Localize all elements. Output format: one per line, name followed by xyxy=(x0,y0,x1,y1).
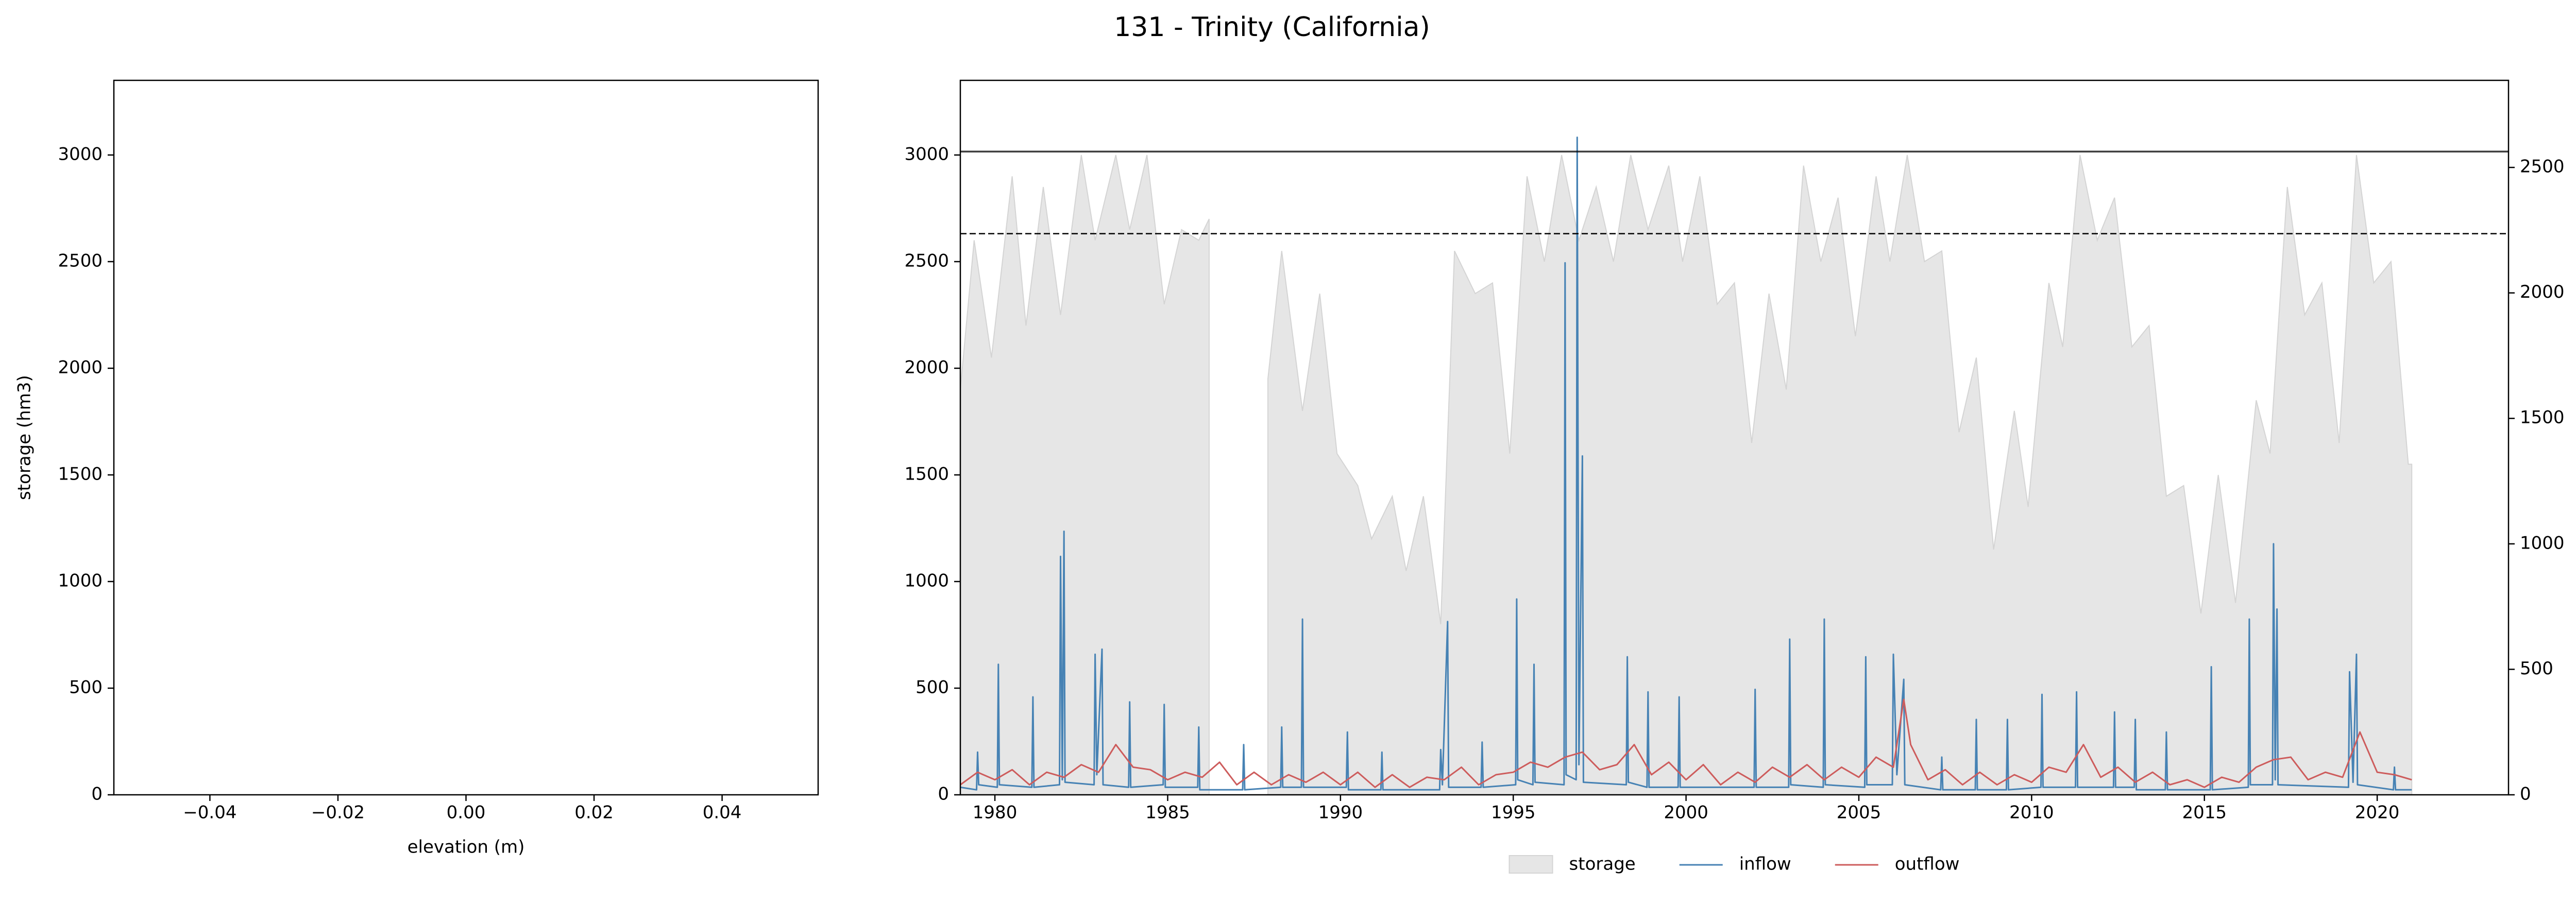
legend-swatch xyxy=(1509,855,1553,874)
series-line xyxy=(960,698,2412,788)
y-tick-label: 2500 xyxy=(904,250,949,271)
x-tick-label: 2000 xyxy=(1664,803,1708,823)
x-tick-label: 2010 xyxy=(2009,803,2054,823)
y-tick-label: 1500 xyxy=(58,464,103,484)
series-line xyxy=(960,137,2412,791)
figure-title: 131 - Trinity (California) xyxy=(1114,12,1430,43)
axes: −0.04 −0.02 0.00 0.02 0.04 0 500 1000 1500 2000 25… xyxy=(14,79,819,858)
y-tick-label: 1000 xyxy=(904,570,949,591)
y2-tick-label: 500 xyxy=(2520,658,2553,679)
y-tick-label: 0 xyxy=(938,784,949,805)
x-tick-label: 0.00 xyxy=(447,803,486,823)
x-axis-label: elevation (m) xyxy=(408,837,525,858)
y-tick-label: 2000 xyxy=(904,357,949,378)
y-tick-label: 1000 xyxy=(58,570,103,591)
axes-frame xyxy=(959,79,2510,796)
legend: storage inflow outflow xyxy=(1509,854,1960,875)
legend-label: storage xyxy=(1569,854,1636,875)
x-tick-label: 2005 xyxy=(1837,803,1882,823)
axes-frame xyxy=(113,79,819,796)
x-tick-label: 1995 xyxy=(1491,803,1536,823)
storage-area xyxy=(1267,155,2413,795)
x-tick-label: 2015 xyxy=(2182,803,2227,823)
x-tick-label: 0.02 xyxy=(574,803,614,823)
y-axis-label: storage (hm3) xyxy=(14,375,35,500)
y-tick-label: 500 xyxy=(69,677,103,697)
x-tick-label: −0.02 xyxy=(311,803,365,823)
y2-tick-label: 2000 xyxy=(2520,282,2565,302)
y-tick-label: 2000 xyxy=(58,357,103,378)
legend-label: inflow xyxy=(1739,854,1791,875)
x-tick-label: 1990 xyxy=(1318,803,1363,823)
y2-tick-label: 1000 xyxy=(2520,533,2565,553)
y-tick-label: 500 xyxy=(916,677,949,697)
x-tick-label: 1980 xyxy=(973,803,1018,823)
storage-area xyxy=(960,155,1210,795)
y-tick-label: 3000 xyxy=(904,144,949,164)
y-tick-label: 0 xyxy=(91,784,103,805)
y-tick-label: 1500 xyxy=(904,464,949,484)
axes: 1980 1985 1990 1995 2000 2005 2010 2015 2020 0 500… xyxy=(904,79,2565,823)
y2-tick-label: 2500 xyxy=(2520,157,2565,177)
x-tick-label: 0.04 xyxy=(703,803,742,823)
x-tick-label: 2020 xyxy=(2355,803,2400,823)
legend-label: outflow xyxy=(1895,854,1960,875)
y-tick-label: 2500 xyxy=(58,250,103,271)
y2-tick-label: 1500 xyxy=(2520,407,2565,428)
y-tick-label: 3000 xyxy=(58,144,103,164)
x-tick-label: 1985 xyxy=(1145,803,1190,823)
x-tick-label: −0.04 xyxy=(183,803,236,823)
y2-tick-label: 0 xyxy=(2520,784,2531,805)
